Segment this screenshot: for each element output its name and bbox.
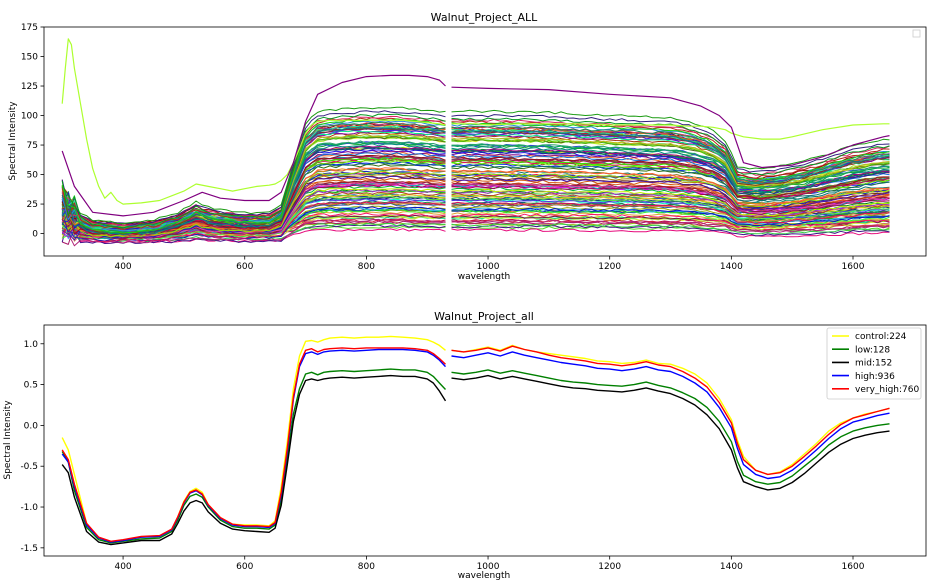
y-tick-label: 100	[21, 112, 38, 122]
chart-bottom-legend: control:224 low:128 mid:152 high:936 very_hi…	[826, 327, 922, 400]
spectrum-line	[61, 218, 890, 247]
legend-label: low:128	[855, 345, 890, 355]
chart-bottom-xlabel: wavelength	[458, 571, 510, 581]
chart-top-legend	[912, 29, 921, 38]
chart-bottom-x-axis: 400 600 800 1000 1200 1400 1600	[114, 556, 865, 572]
spectrum-line	[61, 113, 890, 229]
x-tick-label: 1600	[842, 562, 865, 572]
x-tick-label: 1200	[598, 562, 621, 572]
x-tick-label: 1400	[720, 562, 743, 572]
y-tick-label: 1.0	[24, 340, 39, 350]
chart-top-series	[61, 38, 890, 247]
chart-bottom-ylabel: Spectral Intensity	[3, 400, 13, 480]
legend-label: very_high:760	[855, 385, 919, 395]
x-tick-label: 1400	[720, 262, 743, 272]
x-tick-label: 800	[358, 262, 375, 272]
y-tick-label: 0.5	[24, 381, 38, 391]
spectrum-line	[61, 115, 890, 227]
chart-bottom: Walnut_Project_all 400 600 800 1000 1200 1400…	[3, 310, 927, 581]
chart-top-xlabel: wavelength	[458, 272, 510, 282]
series-line-mid	[61, 374, 890, 546]
x-tick-label: 1200	[598, 262, 621, 272]
chart-top-y-axis: 0 25 50 75 100 125 150 175	[21, 23, 44, 240]
chart-bottom-plot	[43, 324, 927, 557]
spectrum-line-highlight	[61, 74, 890, 217]
chart-top-title: Walnut_Project_ALL	[431, 11, 539, 24]
spectrum-line-highlight	[61, 38, 890, 205]
series-line-very_high	[61, 345, 890, 542]
y-tick-label: 0.0	[24, 421, 39, 431]
spectrum-line	[61, 143, 890, 236]
legend-label: control:224	[855, 332, 907, 342]
series-line-control	[61, 335, 890, 543]
chart-top: Walnut_Project_ALL 400 600 800 1000 1200 1400…	[8, 11, 927, 282]
x-tick-label: 800	[358, 562, 375, 572]
legend-label: high:936	[855, 372, 895, 382]
y-tick-label: 50	[27, 171, 39, 181]
y-tick-label: -0.5	[20, 462, 38, 472]
y-tick-label: 125	[21, 82, 38, 92]
x-tick-label: 600	[236, 562, 253, 572]
x-tick-label: 600	[236, 262, 253, 272]
chart-bottom-frame	[43, 324, 927, 557]
y-tick-label: -1.0	[20, 503, 38, 513]
chart-top-plot	[43, 26, 927, 257]
x-tick-label: 1000	[477, 562, 500, 572]
chart-top-frame	[43, 26, 927, 257]
chart-bottom-title: Walnut_Project_all	[434, 310, 534, 323]
y-tick-label: 0	[32, 230, 38, 240]
spectrum-line	[61, 106, 890, 225]
x-tick-label: 400	[114, 562, 131, 572]
chart-top-ylabel: Spectral Intensity	[8, 101, 18, 181]
series-line-low	[61, 368, 890, 544]
x-tick-label: 1600	[842, 262, 865, 272]
spectrum-line	[61, 170, 890, 238]
spectrum-line	[61, 214, 890, 242]
chart-bottom-series	[61, 335, 890, 546]
y-tick-label: 150	[21, 53, 38, 63]
x-tick-label: 1000	[477, 262, 500, 272]
chart-top-x-axis: 400 600 800 1000 1200 1400 1600	[114, 256, 865, 272]
y-tick-label: -1.5	[20, 544, 38, 554]
spectrum-line	[61, 201, 890, 242]
legend-box	[826, 327, 922, 400]
y-tick-label: 25	[27, 200, 38, 210]
y-tick-label: 175	[21, 23, 38, 33]
y-tick-label: 75	[27, 141, 38, 151]
legend-label: mid:152	[855, 359, 892, 369]
chart-bottom-y-axis: -1.5 -1.0 -0.5 0.0 0.5 1.0	[20, 340, 44, 554]
x-tick-label: 400	[114, 262, 131, 272]
